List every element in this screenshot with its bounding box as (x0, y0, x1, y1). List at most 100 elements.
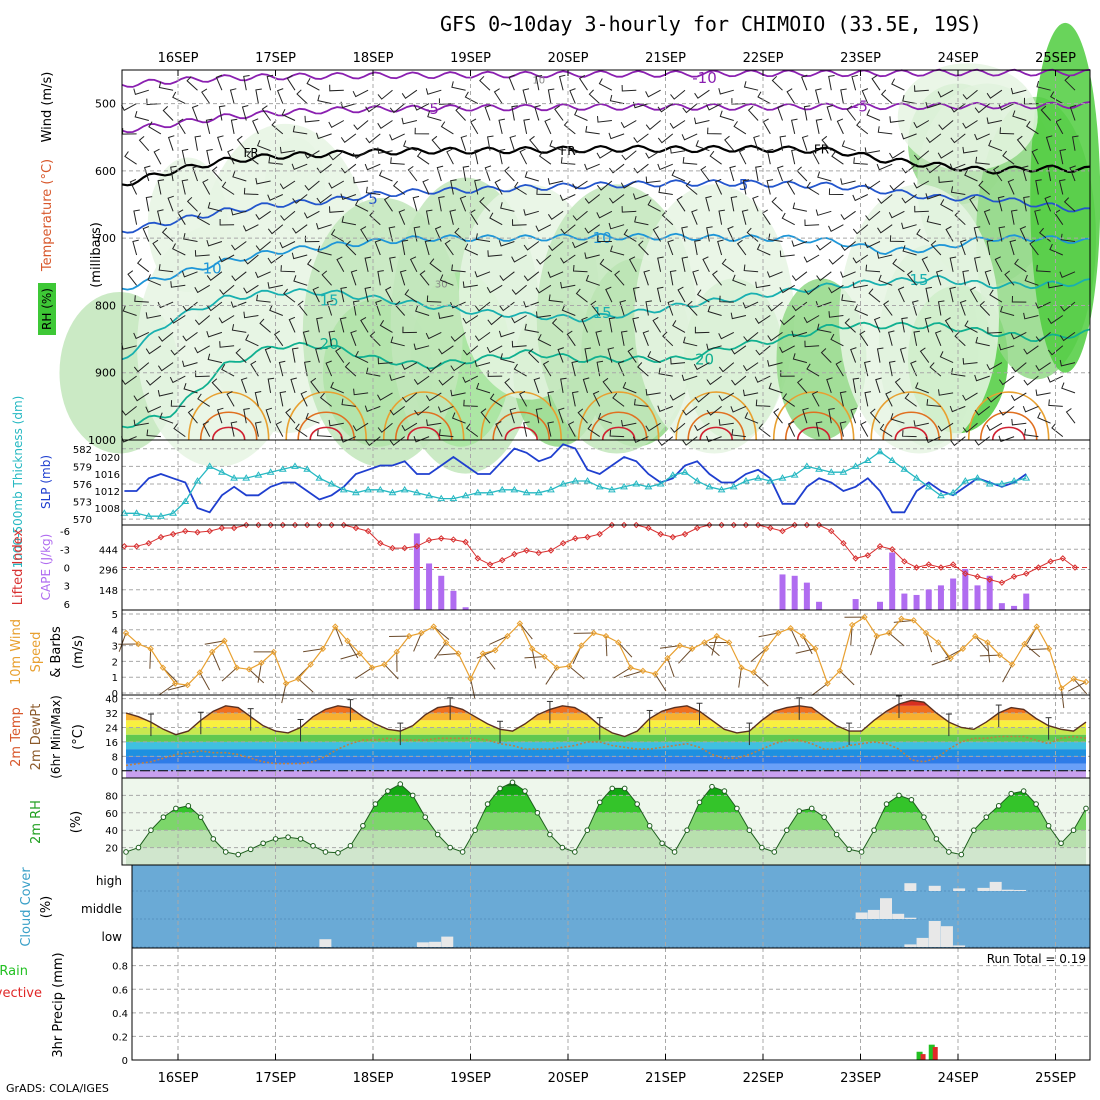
wind-barb (670, 89, 686, 100)
wind-barb (736, 239, 747, 256)
cloud-bar (904, 944, 917, 947)
wind-barb (1058, 179, 1066, 195)
wind-barb (781, 212, 795, 226)
wind-barb (681, 374, 698, 382)
wind-barb (118, 632, 127, 652)
wind-barb (538, 150, 552, 165)
wind-speed-marker (1021, 640, 1028, 648)
wind-barb (328, 120, 345, 128)
wind-barb (377, 357, 393, 365)
thickness-marker (425, 491, 433, 499)
wind-barb (974, 256, 981, 272)
wind-barb (413, 226, 421, 242)
wind-barb (574, 109, 588, 121)
wind-barb (480, 408, 491, 424)
cape-bar (791, 575, 798, 610)
wind-barb (206, 149, 213, 165)
wind-barb (360, 316, 369, 333)
precip-tick-label: 0 (122, 1056, 128, 1067)
thickness-line (124, 450, 1027, 517)
wind-barb (804, 219, 820, 227)
wind-barb (498, 330, 515, 338)
wind-barb (511, 340, 527, 348)
rh-marker (247, 846, 254, 853)
rh-tick-label: 20 (105, 844, 118, 855)
wind-barb (316, 223, 332, 230)
wind-barb (474, 179, 481, 195)
wind-barb (267, 224, 284, 235)
wind-barb (1063, 197, 1076, 212)
wind-speed-marker (639, 667, 647, 675)
rh-tick-label: 80 (105, 791, 118, 802)
wind-barb (677, 286, 686, 303)
wind-barb (383, 195, 393, 212)
wind-barb (706, 226, 713, 242)
wind-barb (454, 227, 466, 242)
wind-barb (162, 106, 174, 121)
wind-barb (255, 210, 271, 221)
wind-barb (306, 78, 320, 91)
rh-marker (896, 792, 902, 799)
wind-barb (584, 194, 601, 204)
thickness-marker (571, 477, 580, 484)
wind-speed-marker (701, 639, 708, 646)
wind-barb (547, 271, 564, 278)
wind-barb (901, 132, 917, 140)
wind-barb (992, 165, 1003, 182)
thickness-marker (315, 474, 324, 481)
surface-isotherm (601, 426, 636, 441)
wind-barb (254, 391, 262, 407)
wind-barb (535, 284, 552, 294)
wind-speed-marker (652, 670, 659, 678)
wind-barb (888, 360, 896, 377)
wind-barb (439, 274, 454, 286)
wind-barb (662, 331, 674, 347)
thickness-marker (559, 479, 568, 487)
thickness-marker (851, 462, 860, 469)
isotherm-line (121, 144, 1091, 187)
wind-barb (841, 294, 856, 303)
wind-barb (707, 305, 722, 316)
wind-barb (667, 658, 675, 678)
wind-barb (779, 135, 787, 151)
wind-barb (718, 419, 734, 426)
wind-barb (191, 104, 199, 121)
wind-barb (450, 389, 466, 397)
wind-speed-marker (135, 640, 142, 648)
temperature-band (126, 741, 1086, 750)
surface-isotherm (687, 411, 745, 441)
wind-barb (804, 340, 820, 348)
wind-barb (873, 316, 881, 333)
lifted-index-marker (767, 524, 774, 532)
wind-speed-marker (172, 680, 179, 687)
wind-speed-marker (688, 645, 696, 652)
wind-barb (523, 118, 530, 134)
wind-barb (937, 89, 954, 98)
wind-barb (890, 413, 905, 424)
precip-tick-label: 0.2 (112, 1032, 128, 1043)
wind-barb (158, 332, 174, 342)
wind-barb (974, 635, 989, 652)
wind-barb (816, 271, 832, 282)
wind-barb (462, 281, 478, 288)
wind-barb (567, 421, 576, 437)
wind-speed-marker (184, 681, 191, 689)
wind-barb (487, 135, 494, 151)
rh-marker (335, 850, 341, 856)
wind-barb (498, 240, 515, 247)
wind-barb (835, 360, 844, 377)
wind-barb (161, 227, 174, 242)
surface-isotherm (406, 426, 441, 441)
grads-credit: GrADS: COLA/IGES (6, 1082, 109, 1095)
wind-speed-marker (221, 637, 228, 645)
wind-barb (152, 239, 162, 256)
precip-total-bar (916, 1051, 923, 1060)
wind-barb (522, 88, 530, 104)
wind-barb (365, 103, 381, 113)
lifted-index-marker (255, 521, 262, 529)
isotherm-label: 5 (739, 176, 749, 194)
wind-axis-label-4: (m/s) (71, 635, 86, 669)
wind-barb (285, 408, 296, 424)
rh-tick-label: 60 (105, 809, 118, 820)
wind-barb (204, 640, 225, 645)
